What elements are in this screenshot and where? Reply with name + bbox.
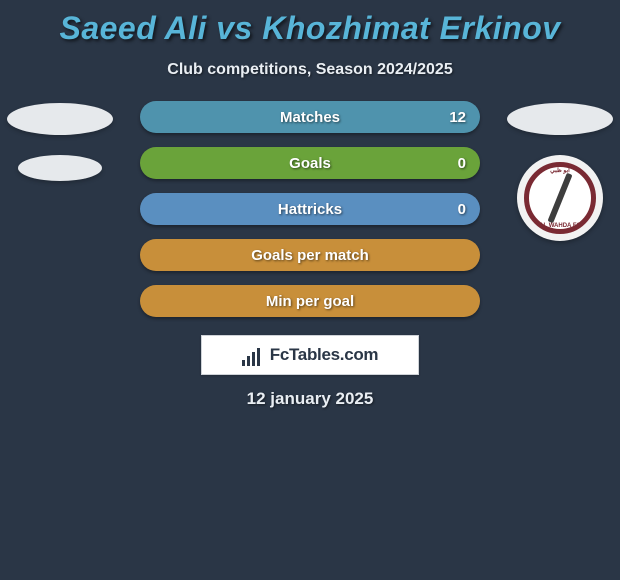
player-right-club-badge: ابو ظبي AL WAHDA FC [517,155,603,241]
player-left-oval-2 [18,155,102,181]
player-right-oval-1 [507,103,613,135]
page-subtitle: Club competitions, Season 2024/2025 [0,61,620,79]
badge-inner-graphic [535,173,585,223]
stat-bar-goals-per-match: Goals per match [140,239,480,271]
badge-text-bottom: AL WAHDA FC [539,223,581,229]
stat-bar-matches: Matches 12 [140,101,480,133]
snapshot-date: 12 january 2025 [0,389,620,409]
stat-bars: Matches 12 Goals 0 Hattricks 0 Goals per… [140,101,480,317]
stat-value: 12 [449,109,466,126]
stat-label: Min per goal [266,293,354,310]
stat-value: 0 [458,201,466,218]
brand-logo-icon [242,344,264,366]
player-left-column [0,101,120,181]
player-left-oval-1 [7,103,113,135]
stat-label: Matches [280,109,340,126]
comparison-stage: ابو ظبي AL WAHDA FC Matches 12 Goals 0 H… [0,101,620,317]
stat-label: Hattricks [278,201,342,218]
stat-bar-goals: Goals 0 [140,147,480,179]
page-title: Saeed Ali vs Khozhimat Erkinov [0,0,620,47]
player-right-column: ابو ظبي AL WAHDA FC [500,101,620,241]
stat-label: Goals [289,155,331,172]
stat-value: 0 [458,155,466,172]
brand-text: FcTables.com [270,345,379,365]
stat-label: Goals per match [251,247,369,264]
brand-box: FcTables.com [201,335,419,375]
stat-bar-hattricks: Hattricks 0 [140,193,480,225]
stat-bar-min-per-goal: Min per goal [140,285,480,317]
